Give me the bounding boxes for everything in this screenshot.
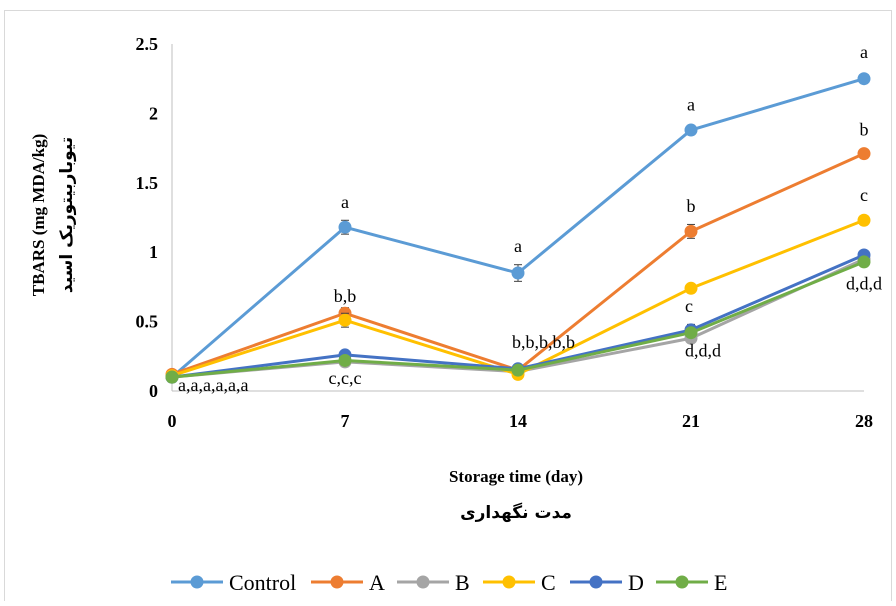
point-control-3 (684, 123, 698, 137)
point-c-1 (338, 313, 352, 327)
significance-label-13: d,d,d (846, 274, 882, 294)
significance-label-12: c (860, 185, 868, 205)
significance-label-9: d,d,d (685, 340, 721, 360)
y-tick-label-1: 0.5 (136, 312, 159, 332)
legend-marker-c (502, 575, 516, 589)
point-e-1 (338, 353, 352, 367)
significance-label-5: b,b,b,b,b (512, 332, 575, 352)
x-tick-label-0: 0 (168, 411, 177, 431)
significance-label-7: b (687, 196, 696, 216)
significance-label-6: a (687, 95, 695, 115)
legend-item-a: A (311, 570, 385, 595)
x-tick-label-4: 28 (855, 411, 873, 431)
legend-marker-b (416, 575, 430, 589)
x-tick-label-2: 14 (509, 411, 527, 431)
point-control-1 (338, 220, 352, 234)
significance-label-0: a,a,a,a,a,a (178, 375, 248, 395)
point-c-3 (684, 281, 698, 295)
legend-label-d: D (628, 570, 644, 595)
legend-label-a: A (369, 570, 385, 595)
point-control-2 (511, 266, 525, 280)
legend-item-control: Control (171, 570, 296, 595)
y-tick-label-5: 2.5 (136, 34, 159, 54)
legend-label-e: E (714, 570, 727, 595)
y-tick-label-3: 1.5 (136, 173, 159, 193)
y-tick-label-2: 1 (149, 242, 158, 262)
point-a-3 (684, 224, 698, 238)
series-layer (165, 72, 871, 384)
point-e-2 (511, 363, 525, 377)
legend-item-c: C (483, 570, 556, 595)
significance-label-4: a (514, 236, 522, 256)
significance-label-3: c,c,c (329, 368, 362, 388)
y-axis-title: TBARS (mg MDA/kg) (29, 134, 48, 296)
significance-label-8: c (685, 296, 693, 316)
annotation-layer: a,a,a,a,a,a a b,b c,c,c a b,b,b,b,b a b c d,d,d a b… (178, 42, 882, 395)
legend-item-b: B (397, 570, 470, 595)
legend-item-d: D (570, 570, 644, 595)
x-tick-label-1: 7 (341, 411, 350, 431)
x-axis-title-persian: مدت نگهداری (460, 502, 572, 523)
legend-marker-e (675, 575, 689, 589)
x-tick-label-3: 21 (682, 411, 700, 431)
axes: 0 0.5 1 1.5 2 2.5 0 7 14 21 28 (136, 34, 874, 431)
point-e-0 (165, 370, 179, 384)
significance-label-10: a (860, 42, 868, 62)
legend: Control A B C D E (171, 570, 727, 595)
point-c-4 (857, 213, 871, 227)
series-e (165, 255, 871, 384)
point-a-4 (857, 147, 871, 161)
legend-label-control: Control (229, 570, 296, 595)
significance-label-11: b (860, 120, 869, 140)
legend-marker-d (589, 575, 603, 589)
y-tick-label-4: 2 (149, 103, 158, 123)
legend-item-e: E (656, 570, 727, 595)
legend-marker-a (330, 575, 344, 589)
significance-label-1: a (341, 192, 349, 212)
legend-marker-control (190, 575, 204, 589)
point-e-4 (857, 255, 871, 269)
y-tick-label-0: 0 (149, 381, 158, 401)
point-e-3 (684, 326, 698, 340)
significance-label-2: b,b (334, 286, 357, 306)
y-axis-title-persian: تیوباربیتوریک اسید (57, 137, 77, 293)
point-control-4 (857, 72, 871, 86)
legend-label-b: B (455, 570, 470, 595)
legend-label-c: C (541, 570, 556, 595)
x-axis-title: Storage time (day) (449, 467, 583, 486)
